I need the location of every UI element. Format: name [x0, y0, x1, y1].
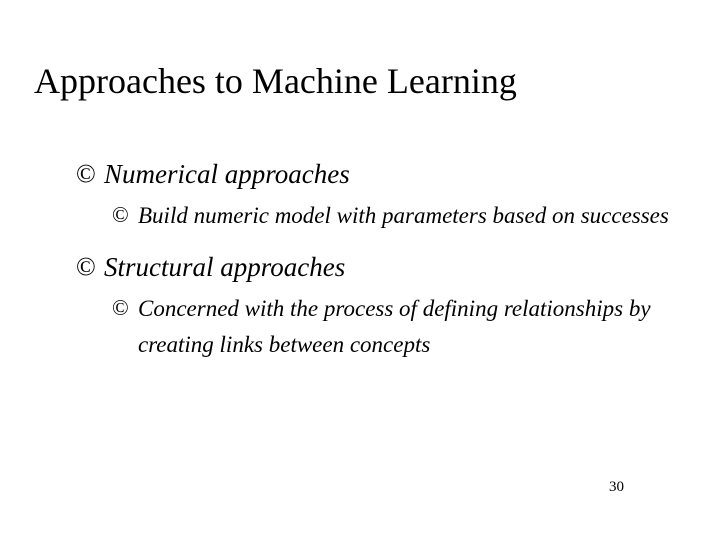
copyright-bullet-icon: © — [76, 158, 104, 191]
copyright-bullet-icon: © — [76, 251, 104, 284]
copyright-bullet-icon: © — [112, 198, 138, 231]
bullet-l2-group: © Build numeric model with parameters ba… — [112, 198, 680, 234]
bullet-l1: © Numerical approaches — [76, 158, 680, 192]
bullet-l1-label: Numerical approaches — [104, 158, 350, 192]
bullet-l1: © Structural approaches — [76, 251, 680, 285]
bullet-l2-label: Build numeric model with parameters base… — [138, 198, 677, 234]
bullet-l2: © Build numeric model with parameters ba… — [112, 198, 680, 234]
bullet-l2: © Concerned with the process of defining… — [112, 291, 680, 362]
slide-title: Approaches to Machine Learning — [34, 62, 517, 102]
bullet-l2-label: Concerned with the process of defining r… — [138, 291, 680, 362]
slide-body: © Numerical approaches © Build numeric m… — [76, 158, 680, 380]
copyright-bullet-icon: © — [112, 291, 138, 324]
bullet-l2-group: © Concerned with the process of defining… — [112, 291, 680, 362]
bullet-l1-label: Structural approaches — [104, 251, 345, 285]
slide: Approaches to Machine Learning © Numeric… — [0, 0, 720, 540]
page-number: 30 — [609, 479, 624, 496]
